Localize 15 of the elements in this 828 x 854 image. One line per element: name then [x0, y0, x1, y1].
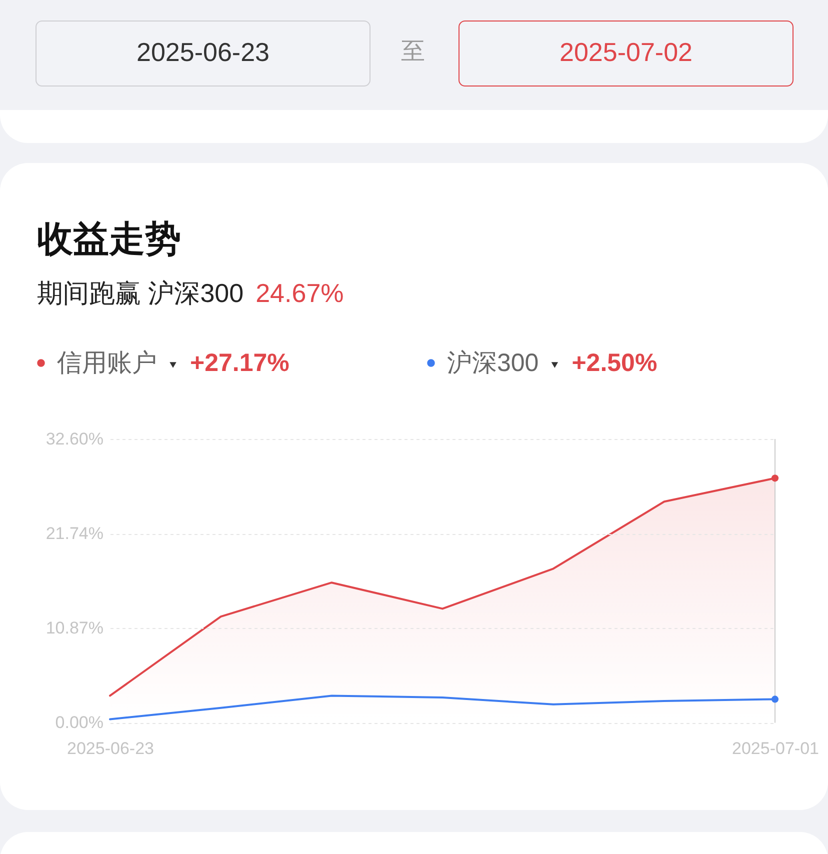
- legend-label: 信用账户: [57, 349, 157, 377]
- y-tick-label: 10.87%: [46, 618, 104, 638]
- x-tick-label: 2025-07-01: [732, 739, 819, 758]
- text: +27.17%: [190, 349, 290, 377]
- y-tick-label: 32.60%: [46, 430, 104, 448]
- y-tick-label: 0.00%: [55, 713, 104, 732]
- chart-subtitle: 期间跑赢 沪深300: [37, 278, 244, 308]
- text: +2.50%: [572, 349, 658, 377]
- text: 至: [401, 38, 425, 65]
- text: 24.67%: [256, 278, 344, 308]
- text: 2025-07-02: [560, 37, 692, 67]
- chart-title: 收益走势: [37, 218, 181, 259]
- text: 2025-06-23: [136, 37, 270, 67]
- y-tick-label: 21.74%: [46, 524, 104, 544]
- legend-label: 沪深300: [447, 349, 539, 377]
